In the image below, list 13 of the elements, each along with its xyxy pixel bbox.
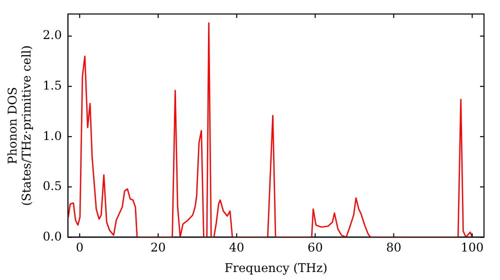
- x-tick-label: 80: [386, 240, 402, 255]
- x-tick-label: 100: [460, 240, 484, 255]
- y-tick-label: 1.0: [42, 128, 62, 143]
- x-tick-label: 0: [76, 240, 84, 255]
- y-tick-label: 0.5: [42, 179, 62, 194]
- x-axis-title: Frequency (THz): [224, 260, 328, 275]
- x-tick-label: 20: [150, 240, 166, 255]
- x-tick-label: 60: [308, 240, 323, 255]
- y-tick-label: 1.5: [42, 78, 62, 93]
- y-tick-label: 0.0: [42, 229, 62, 244]
- y-tick-label: 2.0: [42, 28, 62, 42]
- y-axis-title: Phonon DOS (States/THz·primitive cell): [5, 45, 34, 206]
- x-tick-label: 40: [229, 240, 244, 255]
